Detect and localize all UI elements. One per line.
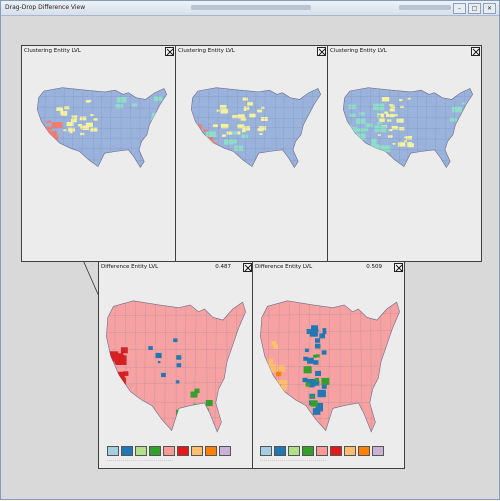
difference-score: 0.509 — [366, 264, 382, 270]
legend-swatch — [330, 446, 342, 456]
difference-panel-2[interactable]: Difference Entity LVL 0.509 · · · · · · … — [252, 261, 405, 469]
panel-title: Clustering Entity LVL — [178, 48, 235, 54]
difference-panel-1[interactable]: Difference Entity LVL 0.487 · · · · · · … — [98, 261, 254, 469]
legend-swatch — [316, 446, 328, 456]
legend-swatch — [274, 446, 286, 456]
legend-swatch — [107, 446, 119, 456]
panel-title: Difference Entity LVL — [255, 264, 312, 270]
legend-swatch — [219, 446, 231, 456]
clustering-panel-2[interactable]: Clustering Entity LVL — [175, 45, 328, 262]
legend-swatch — [344, 446, 356, 456]
close-icon[interactable] — [471, 47, 480, 56]
us-cluster-map — [190, 86, 322, 170]
panel-title: Clustering Entity LVL — [24, 48, 81, 54]
panel-title: Difference Entity LVL — [101, 264, 158, 270]
color-legend — [260, 446, 384, 456]
legend-swatch — [191, 446, 203, 456]
clustering-panel-3[interactable]: Clustering Entity LVL — [327, 45, 482, 262]
legend-tick-labels: · · · · · · · · · · · · · · · · · · · · … — [260, 459, 326, 463]
legend-swatch — [121, 446, 133, 456]
legend-swatch — [163, 446, 175, 456]
legend-swatch — [135, 446, 147, 456]
us-difference-map — [105, 298, 247, 436]
close-icon[interactable] — [243, 263, 252, 272]
us-cluster-map — [36, 86, 168, 170]
legend-swatch — [302, 446, 314, 456]
panel-title: Clustering Entity LVL — [330, 48, 387, 54]
legend-swatch — [149, 446, 161, 456]
legend-tick-labels: · · · · · · · · · · · · · · · · · · · · … — [107, 459, 173, 463]
close-icon[interactable] — [394, 263, 403, 272]
color-legend — [107, 446, 231, 456]
us-cluster-map — [342, 86, 474, 170]
clustering-panel-1[interactable]: Clustering Entity LVL — [21, 45, 176, 262]
legend-swatch — [372, 446, 384, 456]
legend-swatch — [358, 446, 370, 456]
difference-score: 0.487 — [215, 264, 231, 270]
close-icon[interactable] — [165, 47, 174, 56]
legend-swatch — [260, 446, 272, 456]
us-difference-map — [259, 298, 401, 436]
close-icon[interactable] — [317, 47, 326, 56]
legend-swatch — [177, 446, 189, 456]
legend-swatch — [205, 446, 217, 456]
legend-swatch — [288, 446, 300, 456]
